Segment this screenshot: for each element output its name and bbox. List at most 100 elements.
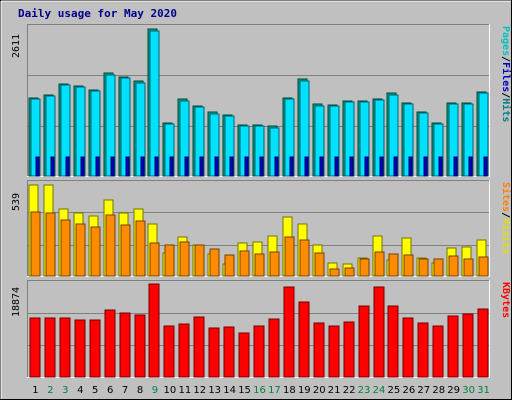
bar-sites-day-17: [269, 251, 280, 277]
bar-pages-day-26: [408, 156, 413, 177]
bar-kbytes-day-20: [313, 322, 325, 378]
x-tick-label: 8: [137, 385, 143, 396]
bar-kbytes-day-8: [134, 314, 146, 378]
bar-sites-day-10: [164, 244, 175, 277]
x-tick-label: 21: [328, 385, 341, 396]
bar-kbytes-day-16: [253, 325, 265, 378]
x-tick-label: 17: [268, 385, 281, 396]
bar-sites-day-1: [30, 211, 41, 277]
series-legend: Sites/Visits: [500, 182, 512, 254]
x-tick-label: 24: [373, 385, 386, 396]
bar-sites-day-20: [314, 252, 325, 277]
y-max-label: 539: [11, 193, 22, 211]
x-tick-label: 13: [208, 385, 221, 396]
bar-pages-day-19: [304, 156, 309, 177]
x-tick-label: 25: [388, 385, 401, 396]
bar-kbytes-day-7: [119, 312, 131, 378]
bar-sites-day-7: [120, 224, 131, 277]
chart-title: Daily usage for May 2020: [18, 7, 177, 20]
bar-kbytes-day-15: [238, 332, 250, 378]
x-tick-label: 26: [402, 385, 415, 396]
bar-kbytes-day-21: [328, 325, 340, 378]
bar-kbytes-day-5: [89, 319, 101, 378]
bar-sites-day-30: [463, 258, 474, 277]
bar-pages-day-1: [35, 156, 40, 177]
x-tick-label: 14: [223, 385, 236, 396]
x-tick-label: 4: [77, 385, 83, 396]
bar-kbytes-day-23: [358, 305, 370, 378]
bar-sites-day-31: [478, 256, 489, 277]
x-tick-label: 2: [47, 385, 53, 396]
bar-sites-day-24: [374, 251, 385, 277]
bar-pages-day-7: [125, 156, 130, 177]
bar-sites-day-8: [135, 220, 146, 277]
bar-kbytes-day-12: [193, 316, 205, 378]
bar-sites-day-26: [403, 254, 414, 277]
bar-pages-day-28: [438, 156, 443, 177]
bar-sites-day-11: [179, 241, 190, 277]
x-tick-label: 9: [152, 385, 158, 396]
bar-kbytes-day-9: [148, 283, 160, 378]
bar-kbytes-day-3: [59, 317, 71, 378]
legend-pages: Pages: [500, 26, 511, 56]
bar-pages-day-27: [423, 156, 428, 177]
x-tick-label: 6: [107, 385, 113, 396]
bar-kbytes-day-26: [402, 317, 414, 378]
bar-kbytes-day-25: [387, 305, 399, 378]
bar-pages-day-2: [50, 156, 55, 177]
bar-files-day-9: [149, 30, 160, 177]
x-tick-label: 15: [238, 385, 251, 396]
bar-sites-day-9: [149, 242, 160, 277]
bar-pages-day-30: [468, 156, 473, 177]
bar-pages-day-31: [483, 156, 488, 177]
bar-sites-day-13: [209, 248, 220, 277]
bar-kbytes-day-31: [477, 308, 489, 378]
bar-sites-day-25: [388, 253, 399, 277]
bar-pages-day-18: [289, 156, 294, 177]
bar-pages-day-17: [274, 156, 279, 177]
bar-kbytes-day-11: [178, 323, 190, 378]
bar-kbytes-day-27: [417, 322, 429, 378]
bar-pages-day-9: [154, 156, 159, 177]
bar-pages-day-11: [184, 156, 189, 177]
x-tick-label: 28: [432, 385, 445, 396]
bar-pages-day-12: [199, 156, 204, 177]
bar-sites-day-4: [75, 223, 86, 277]
bar-kbytes-day-4: [74, 319, 86, 378]
x-tick-label: 29: [447, 385, 460, 396]
bar-pages-day-16: [259, 156, 264, 177]
bar-kbytes-day-28: [432, 325, 444, 378]
bar-kbytes-day-2: [44, 317, 56, 378]
bar-kbytes-day-13: [208, 327, 220, 378]
bar-kbytes-day-29: [447, 315, 459, 378]
panel-3: 18874 KBytes: [11, 280, 511, 378]
bar-kbytes-day-19: [298, 301, 310, 378]
x-tick-label: 12: [193, 385, 206, 396]
bar-kbytes-day-6: [104, 309, 116, 378]
series-legend: Pages/Files/Hits: [500, 26, 512, 122]
bar-sites-day-22: [344, 267, 355, 277]
series-legend: KBytes: [500, 282, 511, 318]
x-tick-label: 1: [32, 385, 38, 396]
bar-sites-day-29: [448, 255, 459, 277]
bar-sites-day-6: [105, 214, 116, 277]
bar-pages-day-4: [80, 156, 85, 177]
x-tick-label: 30: [462, 385, 475, 396]
x-tick-label: 27: [417, 385, 430, 396]
bar-pages-day-20: [319, 156, 324, 177]
legend-sites: Sites: [500, 182, 512, 212]
bar-pages-day-29: [453, 156, 458, 177]
bar-sites-day-5: [90, 226, 101, 277]
y-max-label: 2611: [11, 34, 22, 58]
panel-2: 539 Sites/Visits: [11, 180, 512, 277]
x-tick-label: 20: [313, 385, 326, 396]
bar-pages-day-5: [95, 156, 100, 177]
bar-pages-day-22: [349, 156, 354, 177]
x-tick-label: 16: [253, 385, 266, 396]
bar-sites-day-2: [45, 212, 56, 277]
bar-pages-day-23: [364, 156, 369, 177]
legend-hits: Hits: [500, 98, 512, 122]
bar-sites-day-28: [433, 258, 444, 277]
bar-pages-day-21: [334, 156, 339, 177]
